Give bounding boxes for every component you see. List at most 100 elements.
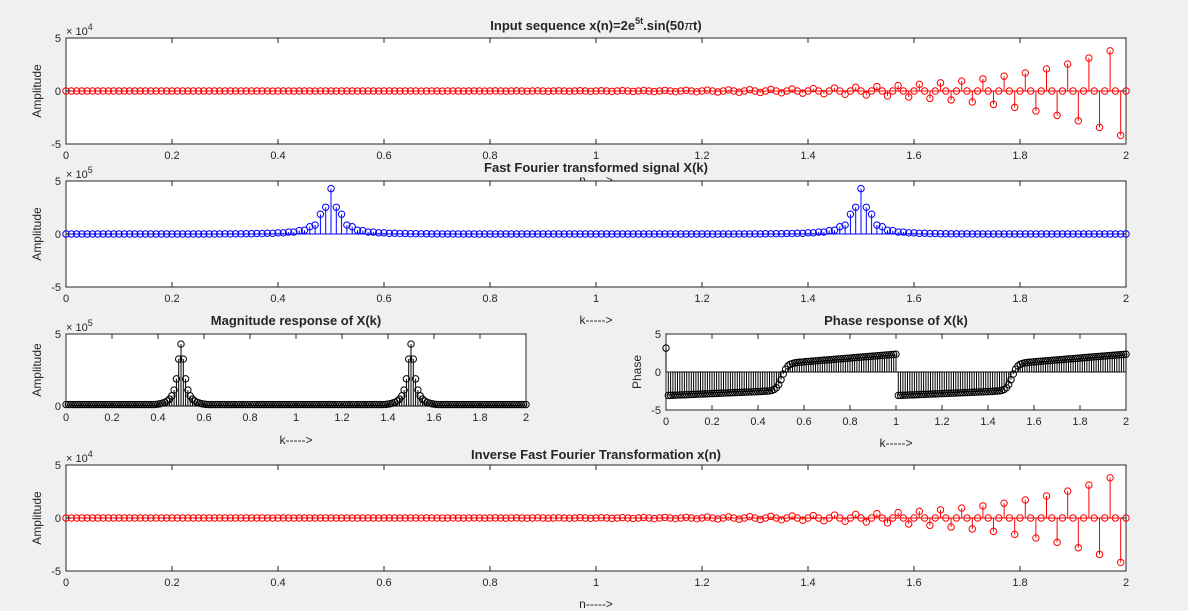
stem-marker bbox=[319, 400, 328, 409]
x-tick-label: 0.8 bbox=[242, 412, 257, 424]
stem-marker bbox=[1080, 353, 1089, 362]
stem-marker bbox=[464, 400, 473, 409]
stem-marker bbox=[1064, 355, 1073, 363]
stem-marker bbox=[751, 514, 759, 522]
stem-marker bbox=[910, 87, 918, 95]
stem-marker bbox=[837, 355, 845, 363]
stem-marker bbox=[269, 229, 277, 238]
stem-marker bbox=[979, 388, 988, 396]
stem-marker bbox=[857, 353, 866, 361]
stem-marker bbox=[422, 87, 431, 95]
stem-marker bbox=[1069, 354, 1077, 363]
x-tick-label: 1.2 bbox=[694, 150, 709, 162]
stem-marker bbox=[364, 228, 372, 236]
stem-marker bbox=[310, 400, 319, 409]
stem-marker bbox=[1011, 103, 1019, 112]
stem-marker bbox=[905, 93, 913, 101]
stem-marker bbox=[685, 390, 693, 399]
x-tick-label: 1 bbox=[293, 412, 299, 424]
stem-marker bbox=[520, 400, 528, 409]
stem-marker bbox=[380, 229, 388, 237]
stem-marker bbox=[1057, 355, 1066, 364]
stem-marker bbox=[417, 87, 425, 95]
stem-marker bbox=[449, 514, 457, 522]
y-tick-label: 5 bbox=[55, 329, 61, 341]
stem-marker bbox=[138, 400, 146, 409]
stem-marker bbox=[645, 87, 653, 95]
stem-marker bbox=[666, 87, 674, 95]
stem-marker bbox=[178, 230, 187, 238]
stem-marker bbox=[1042, 230, 1051, 238]
stem-marker bbox=[873, 509, 881, 518]
stem-marker bbox=[715, 389, 723, 397]
stem-marker bbox=[518, 87, 526, 95]
stem-marker bbox=[347, 400, 355, 409]
stem-marker bbox=[216, 87, 224, 95]
stem-marker bbox=[126, 400, 135, 409]
stem-marker bbox=[867, 352, 875, 361]
stem-marker bbox=[710, 389, 718, 398]
stem-marker bbox=[926, 521, 934, 530]
y-tick-label: 5 bbox=[55, 460, 61, 472]
stem-marker bbox=[549, 230, 558, 238]
stem-marker bbox=[1055, 356, 1064, 364]
stem-marker bbox=[448, 400, 457, 409]
y-tick-label: 0 bbox=[55, 86, 61, 98]
stem-marker bbox=[315, 400, 323, 409]
stem-marker bbox=[471, 400, 480, 409]
stem-marker bbox=[428, 230, 436, 238]
stem-marker bbox=[460, 400, 468, 409]
stem-marker bbox=[168, 230, 176, 238]
x-tick-label: 0.2 bbox=[164, 150, 179, 162]
stem-marker bbox=[359, 87, 367, 95]
x-tick-label: 1 bbox=[893, 416, 899, 428]
stem-marker bbox=[788, 229, 796, 238]
stem-marker bbox=[650, 514, 658, 523]
stem-marker bbox=[354, 400, 362, 409]
stem-marker bbox=[1000, 230, 1008, 238]
stem-marker bbox=[746, 230, 754, 238]
stem-marker bbox=[1009, 370, 1017, 378]
stem-marker bbox=[110, 230, 118, 238]
stem-marker bbox=[901, 391, 909, 399]
stem-marker bbox=[253, 514, 261, 522]
stem-marker bbox=[336, 400, 344, 409]
stem-marker bbox=[560, 230, 568, 238]
stem-marker bbox=[412, 87, 420, 95]
stem-marker bbox=[356, 400, 365, 409]
stem-marker bbox=[539, 87, 547, 95]
stem-marker bbox=[1016, 87, 1024, 95]
stem-marker bbox=[581, 514, 590, 522]
stem-marker bbox=[189, 230, 197, 238]
stem-marker bbox=[267, 400, 275, 409]
stem-marker bbox=[290, 400, 298, 409]
stem-marker bbox=[459, 514, 468, 522]
stem-marker bbox=[83, 230, 91, 238]
stem-marker bbox=[887, 350, 896, 359]
stem-marker bbox=[942, 389, 951, 398]
stem-marker bbox=[1011, 530, 1019, 539]
stem-marker bbox=[1101, 230, 1109, 238]
stem-marker bbox=[329, 400, 337, 409]
plot-area bbox=[65, 333, 527, 407]
stem-marker bbox=[746, 85, 754, 94]
stem-marker bbox=[210, 87, 219, 95]
stem-marker bbox=[152, 230, 160, 238]
stem-marker bbox=[703, 86, 711, 94]
y-exponent: × 105 bbox=[66, 318, 93, 334]
stem-marker bbox=[683, 390, 691, 399]
stem-marker bbox=[666, 230, 674, 238]
stem-marker bbox=[406, 87, 415, 95]
stem-marker bbox=[708, 230, 717, 238]
stem-marker bbox=[922, 390, 930, 398]
stem-marker bbox=[496, 514, 505, 522]
stem-marker bbox=[104, 87, 113, 95]
stem-marker bbox=[862, 91, 870, 99]
y-exponent: × 105 bbox=[66, 165, 93, 181]
stem-marker bbox=[873, 82, 881, 91]
stem-marker bbox=[168, 514, 176, 522]
stem-marker bbox=[724, 389, 732, 397]
stem-marker bbox=[528, 514, 537, 522]
stem-marker bbox=[296, 400, 305, 409]
stem-marker bbox=[756, 387, 764, 396]
